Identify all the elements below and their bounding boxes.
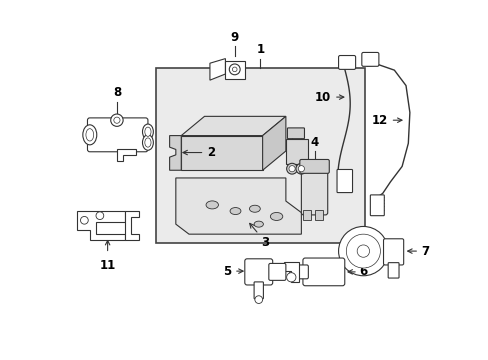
- Text: 1: 1: [256, 43, 264, 56]
- Ellipse shape: [254, 221, 263, 227]
- Bar: [285, 139, 307, 164]
- Text: 2: 2: [206, 146, 215, 159]
- Circle shape: [298, 166, 304, 172]
- FancyBboxPatch shape: [244, 259, 272, 285]
- Text: 12: 12: [371, 114, 387, 127]
- Circle shape: [295, 163, 306, 174]
- Text: 9: 9: [230, 31, 238, 44]
- FancyBboxPatch shape: [87, 118, 148, 152]
- Circle shape: [254, 296, 262, 303]
- Text: 5: 5: [223, 265, 231, 278]
- Bar: [315, 210, 323, 220]
- Ellipse shape: [205, 201, 218, 209]
- Bar: [155, 68, 364, 243]
- FancyBboxPatch shape: [336, 170, 352, 193]
- FancyBboxPatch shape: [369, 195, 384, 216]
- Circle shape: [114, 117, 120, 123]
- Circle shape: [232, 67, 237, 72]
- Text: 6: 6: [359, 265, 367, 278]
- Polygon shape: [77, 211, 125, 240]
- Circle shape: [81, 216, 88, 224]
- FancyBboxPatch shape: [301, 168, 327, 215]
- FancyBboxPatch shape: [383, 239, 403, 265]
- Text: 3: 3: [261, 237, 269, 249]
- Ellipse shape: [144, 127, 151, 136]
- Ellipse shape: [249, 205, 260, 212]
- FancyBboxPatch shape: [302, 258, 344, 286]
- Circle shape: [356, 245, 369, 257]
- Text: 8: 8: [113, 86, 121, 99]
- Circle shape: [288, 166, 295, 172]
- Ellipse shape: [142, 124, 153, 139]
- Circle shape: [346, 234, 380, 268]
- Polygon shape: [225, 61, 244, 78]
- Polygon shape: [176, 178, 301, 234]
- FancyBboxPatch shape: [338, 55, 355, 69]
- Circle shape: [229, 64, 240, 75]
- Polygon shape: [209, 59, 225, 80]
- Circle shape: [96, 212, 103, 220]
- Text: 4: 4: [310, 136, 318, 149]
- FancyBboxPatch shape: [361, 53, 378, 66]
- Ellipse shape: [270, 212, 282, 220]
- Polygon shape: [169, 136, 181, 170]
- FancyBboxPatch shape: [254, 282, 263, 299]
- FancyBboxPatch shape: [268, 264, 285, 280]
- Text: 11: 11: [99, 259, 116, 272]
- Polygon shape: [262, 116, 285, 170]
- Ellipse shape: [230, 208, 241, 215]
- FancyBboxPatch shape: [289, 265, 308, 279]
- Polygon shape: [283, 262, 299, 282]
- FancyBboxPatch shape: [387, 263, 398, 278]
- Ellipse shape: [144, 138, 151, 147]
- Polygon shape: [125, 211, 138, 240]
- Ellipse shape: [142, 135, 153, 150]
- Bar: [302, 210, 310, 220]
- Ellipse shape: [86, 129, 94, 141]
- Ellipse shape: [82, 125, 97, 145]
- Text: 7: 7: [421, 244, 429, 258]
- Text: 10: 10: [314, 91, 330, 104]
- Polygon shape: [181, 136, 262, 170]
- Circle shape: [110, 114, 123, 126]
- Circle shape: [338, 226, 387, 276]
- FancyBboxPatch shape: [287, 128, 304, 139]
- Circle shape: [286, 273, 295, 282]
- Polygon shape: [181, 116, 285, 136]
- Circle shape: [286, 163, 297, 174]
- FancyBboxPatch shape: [299, 159, 328, 173]
- Polygon shape: [117, 149, 136, 161]
